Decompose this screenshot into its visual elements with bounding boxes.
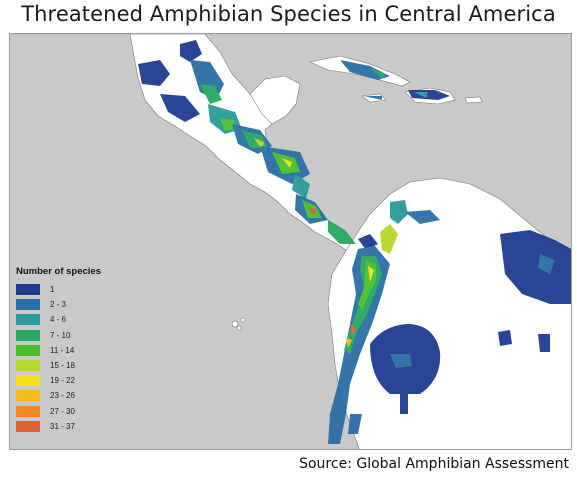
map-frame (9, 33, 572, 450)
legend-label: 11 - 14 (50, 345, 75, 355)
legend-item: 2 - 3 (16, 297, 101, 312)
legend-label: 15 - 18 (50, 361, 75, 371)
legend-swatch (16, 314, 40, 326)
legend-item: 1 (16, 282, 101, 297)
source-caption: Source: Global Amphibian Assessment (299, 456, 569, 472)
density-blob (138, 60, 170, 86)
legend-title: Number of species (16, 266, 101, 277)
legend-label: 19 - 22 (50, 376, 75, 386)
legend-label: 27 - 30 (50, 406, 75, 416)
legend-item: 19 - 22 (16, 373, 101, 388)
legend-label: 1 (50, 285, 55, 295)
legend-label: 7 - 10 (50, 330, 71, 340)
legend-swatch (16, 284, 40, 296)
legend-item: 31 - 37 (16, 419, 101, 434)
legend-swatch (16, 390, 40, 402)
legend-item: 11 - 14 (16, 343, 101, 358)
legend-swatch (16, 375, 40, 387)
puertorico-land (464, 96, 483, 104)
legend-label: 4 - 6 (50, 315, 67, 325)
legend: Number of species 1 2 - 3 4 - 6 7 - 10 11 - … (16, 266, 101, 434)
legend-label: 23 - 26 (50, 391, 75, 401)
legend-item: 23 - 26 (16, 388, 101, 403)
legend-rows: 1 2 - 3 4 - 6 7 - 10 11 - 14 15 - 18 19 - 22 23… (16, 282, 101, 434)
legend-item: 15 - 18 (16, 358, 101, 373)
map-title: Threatened Amphibian Species in Central … (21, 2, 556, 26)
density-layer (138, 40, 571, 444)
map-canvas (129, 34, 571, 449)
yucatan-land (249, 75, 301, 125)
legend-swatch (16, 405, 40, 417)
legend-item: 4 - 6 (16, 312, 101, 327)
legend-swatch (16, 329, 40, 341)
legend-item: 7 - 10 (16, 328, 101, 343)
legend-label: 31 - 37 (50, 421, 75, 431)
legend-swatch (16, 344, 40, 356)
legend-item: 27 - 30 (16, 404, 101, 419)
legend-swatch (16, 360, 40, 372)
legend-swatch (16, 299, 40, 311)
legend-swatch (16, 420, 40, 432)
legend-label: 2 - 3 (50, 300, 67, 310)
galapagos-land (231, 320, 239, 328)
